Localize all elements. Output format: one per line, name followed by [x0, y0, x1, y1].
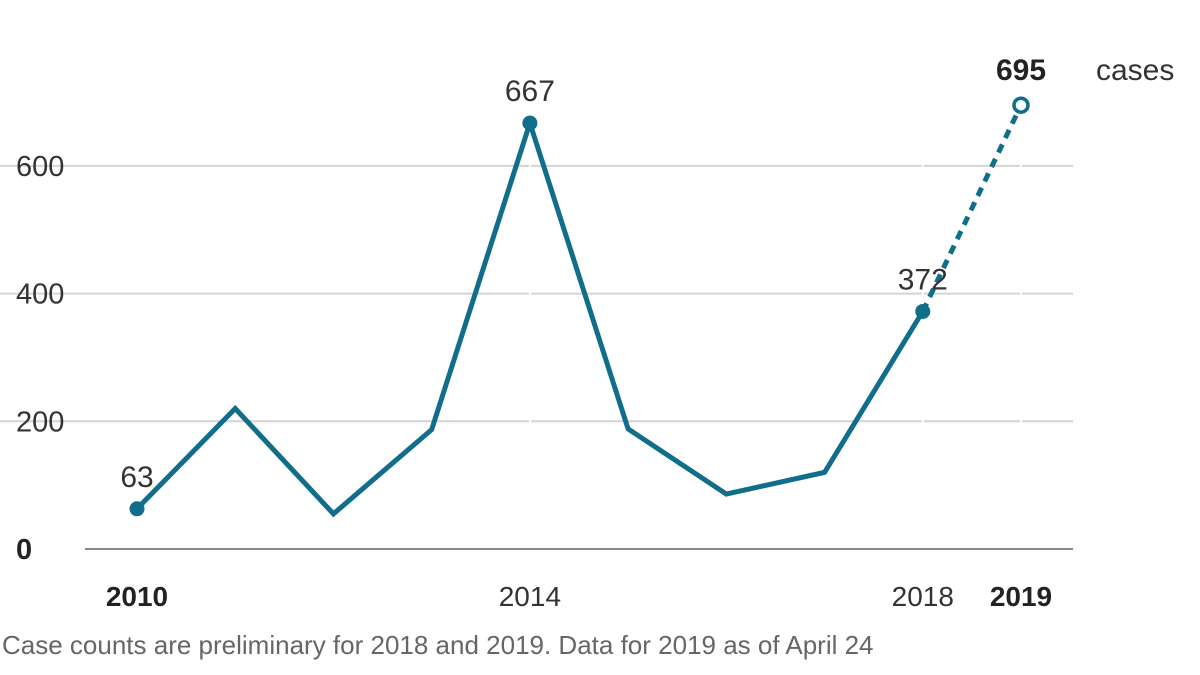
data-labels: 63 667 372 695	[120, 54, 1046, 494]
y-tick-label-0: 0	[16, 534, 32, 566]
unit-label: cases	[1096, 54, 1174, 87]
data-label-2018: 372	[898, 263, 948, 296]
x-tick-label-2010: 2010	[106, 581, 168, 612]
point-marker-2010	[129, 501, 145, 517]
axes: 0 200 400 600 2010 2014 2018 2019	[16, 151, 1073, 612]
series-cases	[129, 96, 1030, 518]
chart-footnote: Case counts are preliminary for 2018 and…	[2, 630, 874, 660]
point-marker-2014	[522, 115, 538, 131]
data-label-2014: 667	[505, 75, 555, 108]
series-line-preliminary	[920, 104, 1024, 313]
y-tick-label-600: 600	[16, 151, 64, 183]
x-tick-label-2018: 2018	[892, 581, 954, 612]
x-tick-label-2014: 2014	[499, 581, 561, 612]
point-marker-2019	[1012, 96, 1030, 114]
y-tick-label-200: 200	[16, 406, 64, 438]
data-label-2010: 63	[120, 461, 153, 494]
data-label-2019: 695	[996, 54, 1046, 87]
x-tick-label-2019: 2019	[990, 581, 1052, 612]
y-tick-label-400: 400	[16, 279, 64, 311]
series-line-cases	[135, 114, 925, 518]
point-marker-2018	[915, 303, 931, 319]
gridlines	[0, 163, 1073, 424]
